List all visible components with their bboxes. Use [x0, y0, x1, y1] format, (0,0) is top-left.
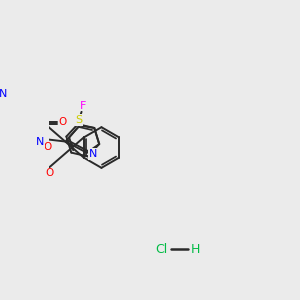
Text: O: O — [44, 142, 52, 152]
Text: O: O — [58, 117, 67, 127]
Text: O: O — [46, 168, 54, 178]
Text: F: F — [80, 100, 86, 111]
Text: N: N — [89, 149, 97, 159]
Text: Cl: Cl — [155, 243, 167, 256]
Text: N: N — [0, 89, 7, 100]
Text: H: H — [191, 243, 200, 256]
Text: N: N — [36, 137, 44, 147]
Text: S: S — [75, 115, 82, 125]
